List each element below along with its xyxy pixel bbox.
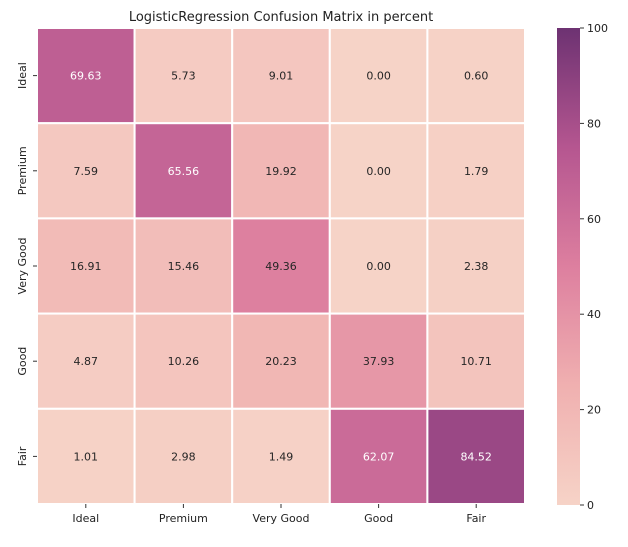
cell-value-label: 4.87 bbox=[74, 355, 99, 368]
y-axis-tick-labels: Ideal Premium Very Good Good Fair bbox=[16, 62, 37, 466]
cell-value-label: 0.00 bbox=[366, 70, 391, 83]
cell-value-label: 16.91 bbox=[70, 260, 102, 273]
y-tick-label: Premium bbox=[16, 146, 29, 195]
cell-value-label: 37.93 bbox=[363, 355, 395, 368]
heatmap-cell bbox=[133, 217, 234, 315]
cell-value-label: 5.73 bbox=[171, 70, 196, 83]
heatmap-cell bbox=[426, 312, 526, 410]
cell-value-label: 69.63 bbox=[70, 70, 102, 83]
heatmap-cells: 69.63 5.73 9.01 0.00 0.60 7.59 65.56 19.92 0.00 1… bbox=[36, 27, 526, 505]
cell-value-label: 62.07 bbox=[363, 450, 395, 463]
heatmap-cell bbox=[231, 27, 331, 125]
heatmap-cell bbox=[133, 27, 234, 125]
heatmap-cell bbox=[133, 312, 234, 410]
x-tick-label: Fair bbox=[466, 512, 486, 525]
y-tick-label: Very Good bbox=[16, 238, 29, 295]
x-axis-tick-labels: Ideal Premium Very Good Good Fair bbox=[72, 504, 486, 525]
cell-value-label: 0.60 bbox=[464, 70, 489, 83]
x-tick-label: Premium bbox=[159, 512, 208, 525]
heatmap-cell bbox=[426, 122, 526, 220]
y-tick-label: Ideal bbox=[16, 62, 29, 89]
colorbar-gradient bbox=[557, 28, 580, 505]
x-tick-label: Very Good bbox=[253, 512, 310, 525]
cell-value-label: 84.52 bbox=[460, 450, 492, 463]
cell-value-label: 0.00 bbox=[366, 165, 391, 178]
colorbar-tick-label: 0 bbox=[587, 499, 594, 512]
cell-value-label: 65.56 bbox=[168, 165, 200, 178]
heatmap-cell bbox=[231, 122, 331, 220]
x-tick-label: Good bbox=[364, 512, 393, 525]
heatmap-cell bbox=[328, 312, 429, 410]
x-tick-label: Ideal bbox=[72, 512, 99, 525]
cell-value-label: 2.38 bbox=[464, 260, 489, 273]
cell-value-label: 2.98 bbox=[171, 450, 196, 463]
colorbar-tick-label: 20 bbox=[587, 404, 601, 417]
heatmap-cell bbox=[133, 407, 234, 505]
heatmap-cell bbox=[231, 407, 331, 505]
cell-value-label: 9.01 bbox=[269, 70, 294, 83]
cell-value-label: 10.71 bbox=[460, 355, 492, 368]
heatmap-cell bbox=[328, 217, 429, 315]
cell-value-label: 0.00 bbox=[366, 260, 391, 273]
cell-value-label: 1.79 bbox=[464, 165, 489, 178]
cell-value-label: 19.92 bbox=[265, 165, 297, 178]
y-tick-label: Fair bbox=[16, 446, 29, 466]
colorbar: 0 20 40 60 80 100 bbox=[557, 22, 608, 512]
cell-value-label: 15.46 bbox=[168, 260, 200, 273]
cell-value-label: 1.49 bbox=[269, 450, 294, 463]
y-tick-label: Good bbox=[16, 347, 29, 376]
colorbar-tick-label: 40 bbox=[587, 308, 601, 321]
heatmap-cell bbox=[231, 312, 331, 410]
heatmap-cell bbox=[36, 27, 136, 125]
colorbar-tick-label: 60 bbox=[587, 213, 601, 226]
cell-value-label: 10.26 bbox=[168, 355, 200, 368]
colorbar-tick-label: 100 bbox=[587, 22, 608, 35]
cell-value-label: 1.01 bbox=[74, 450, 99, 463]
colorbar-tick-label: 80 bbox=[587, 117, 601, 130]
cell-value-label: 7.59 bbox=[74, 165, 99, 178]
heatmap-cell bbox=[36, 407, 136, 505]
cell-value-label: 20.23 bbox=[265, 355, 297, 368]
cell-value-label: 49.36 bbox=[265, 260, 297, 273]
chart-title: LogisticRegression Confusion Matrix in p… bbox=[129, 10, 433, 25]
